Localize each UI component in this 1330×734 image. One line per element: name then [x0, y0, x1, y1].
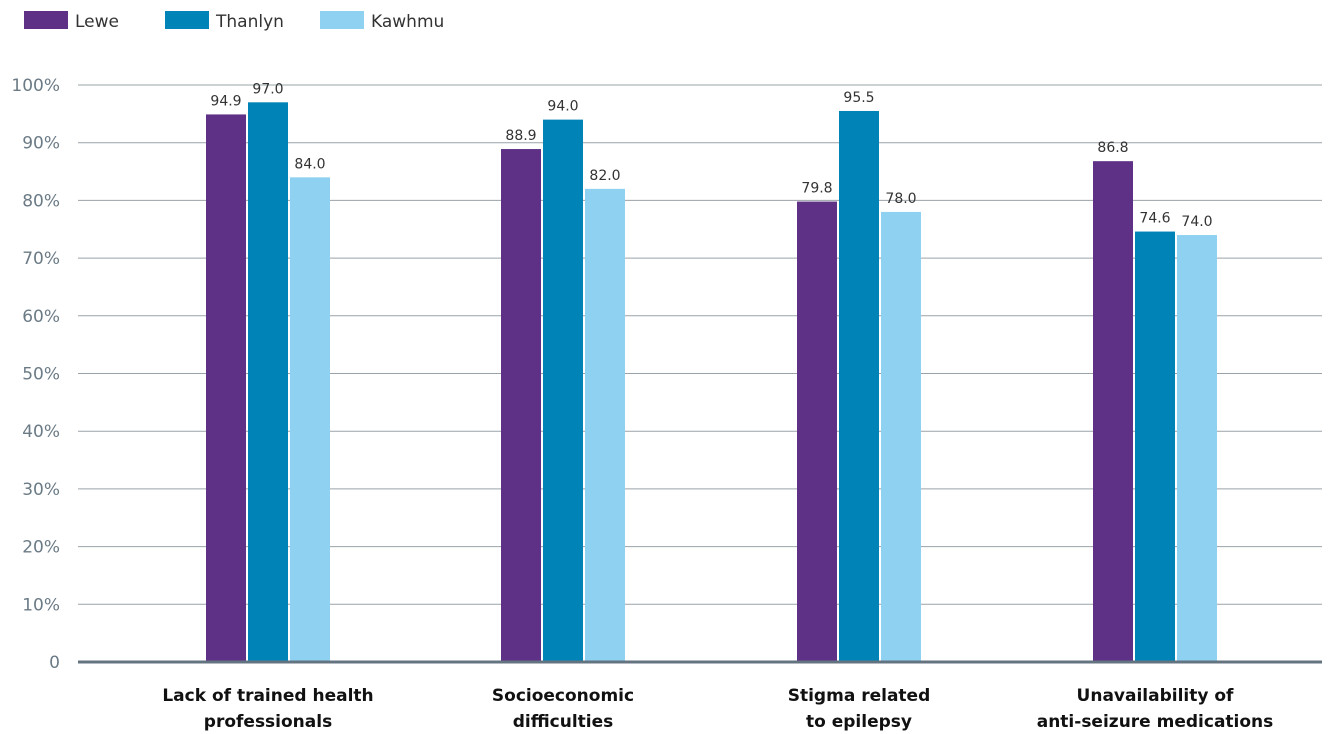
legend-swatch-thanlyn: [165, 11, 209, 29]
y-tick-label: 100%: [11, 76, 60, 96]
bar-thanlyn: [543, 119, 583, 663]
bar-lewe: [797, 201, 837, 662]
data-label: 78.0: [885, 191, 916, 207]
y-tick-label: 50%: [22, 365, 60, 385]
bar-kawhmu: [585, 188, 625, 663]
y-axis: 0 10% 20% 30% 40% 50% 60% 70% 80% 90% 100%: [11, 76, 60, 673]
y-tick-label: 0: [49, 653, 60, 673]
x-category-label: professionals: [204, 712, 332, 732]
data-label: 84.0: [294, 156, 325, 172]
legend-label-kawhmu: Kawhmu: [371, 12, 444, 32]
data-label: 94.0: [547, 99, 578, 115]
x-category-label: Lack of trained health: [162, 686, 373, 706]
data-label: 74.0: [1181, 214, 1212, 230]
x-category-label: difficulties: [513, 712, 614, 732]
x-category-label: anti-seizure medications: [1037, 712, 1274, 732]
x-category-label: to epilepsy: [806, 712, 912, 732]
legend-swatch-lewe: [24, 11, 68, 29]
data-label: 94.9: [210, 93, 241, 109]
data-label: 82.0: [589, 168, 620, 184]
bar-kawhmu: [881, 211, 921, 662]
data-label: 97.0: [252, 81, 283, 97]
bar-lewe: [206, 114, 246, 662]
x-category-label: Unavailability of: [1077, 686, 1235, 706]
data-label: 88.9: [505, 128, 536, 144]
bar-lewe: [501, 149, 541, 662]
y-tick-label: 40%: [22, 422, 60, 442]
data-label: 86.8: [1097, 140, 1128, 156]
bar-thanlyn: [1135, 231, 1175, 663]
y-tick-label: 80%: [22, 191, 60, 211]
bar-lewe: [1093, 161, 1133, 662]
bar-thanlyn: [248, 102, 288, 662]
y-tick-label: 20%: [22, 538, 60, 558]
data-label: 79.8: [801, 181, 832, 197]
chart-legend: Lewe Thanlyn Kawhmu: [24, 11, 444, 32]
legend-swatch-kawhmu: [320, 11, 364, 29]
x-category-label: Socioeconomic: [492, 686, 634, 706]
y-tick-label: 70%: [22, 249, 60, 269]
y-tick-label: 60%: [22, 307, 60, 327]
bar-kawhmu: [290, 177, 330, 662]
x-axis: Lack of trained health professionals Socio…: [78, 660, 1322, 732]
y-tick-label: 10%: [22, 595, 60, 615]
legend-label-thanlyn: Thanlyn: [215, 12, 284, 32]
y-tick-label: 30%: [22, 480, 60, 500]
chart-bars: 94.9 97.0 84.0 88.9 94.0 82.0 79.8 95.5 78.0 86.8…: [206, 81, 1217, 663]
data-label: 74.6: [1139, 211, 1170, 227]
data-label: 95.5: [843, 90, 874, 106]
legend-label-lewe: Lewe: [75, 12, 119, 32]
bar-thanlyn: [839, 110, 879, 663]
x-category-label: Stigma related: [788, 686, 931, 706]
bar-kawhmu: [1177, 235, 1217, 662]
y-tick-label: 90%: [22, 134, 60, 154]
